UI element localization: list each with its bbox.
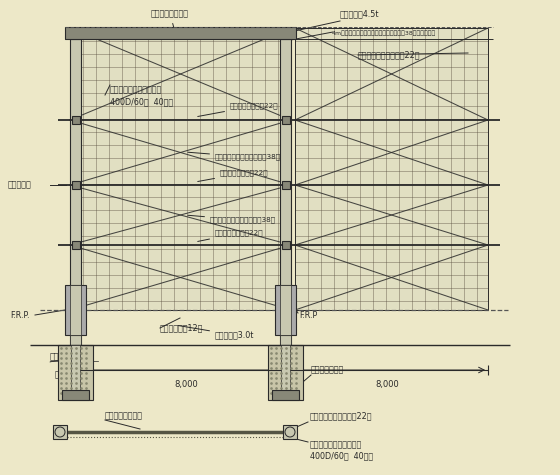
Bar <box>53 425 67 439</box>
Text: ネット（ポリエチレン）
400D/60本  40㎏目: ネット（ポリエチレン） 400D/60本 40㎏目 <box>310 440 373 461</box>
Text: 主柱ボール: 主柱ボール <box>8 180 32 190</box>
Text: F.R.P: F.R.P <box>299 311 318 320</box>
Bar <box>280 285 291 335</box>
Bar <box>282 181 290 189</box>
Bar <box>268 345 303 400</box>
Text: ブレースメッセンワイヤー38㎏: ブレースメッセンワイヤー38㎏ <box>188 152 281 160</box>
Text: ジョイントビーム: ジョイントビーム <box>105 411 143 420</box>
Text: バンド金具3.0t: バンド金具3.0t <box>178 325 254 340</box>
Circle shape <box>285 427 295 437</box>
Text: ネット（ポリエチレン）
400D/60本  40㎏目: ネット（ポリエチレン） 400D/60本 40㎏目 <box>110 85 173 106</box>
Bar <box>295 28 488 310</box>
Text: コンクリート: コンクリート <box>50 352 78 361</box>
Bar <box>275 285 296 335</box>
Bar <box>70 39 81 345</box>
Text: 砂石: 砂石 <box>55 370 64 380</box>
Bar <box>70 285 81 335</box>
Bar <box>280 335 291 345</box>
Text: 4mポリロープにて上部メッセンワイヤー38㎏に巻き付け: 4mポリロープにて上部メッセンワイヤー38㎏に巻き付け <box>332 30 436 36</box>
Bar <box>71 345 80 400</box>
Bar <box>62 390 89 400</box>
Text: 8,000: 8,000 <box>174 380 198 389</box>
Bar <box>72 241 80 249</box>
Bar <box>72 116 80 124</box>
Bar <box>58 345 93 400</box>
Bar <box>282 241 290 249</box>
Text: 筋達メッセンワイヤー22㎏: 筋達メッセンワイヤー22㎏ <box>358 50 421 59</box>
Circle shape <box>55 427 65 437</box>
Text: メッセンワイヤー22㎏: メッセンワイヤー22㎏ <box>198 103 279 116</box>
Text: メッセンワイヤー22㎏: メッセンワイヤー22㎏ <box>198 170 269 181</box>
Bar <box>282 116 290 124</box>
Bar <box>65 285 86 335</box>
Text: タンバックル12㎏: タンバックル12㎏ <box>160 323 203 332</box>
Text: メッセンワイヤー22㎏: メッセンワイヤー22㎏ <box>198 230 264 241</box>
Bar <box>72 181 80 189</box>
Text: バンド金具4.5t: バンド金具4.5t <box>340 9 380 18</box>
Text: ブレースメッセンワイヤー38㎏: ブレースメッセンワイヤー38㎏ <box>188 215 276 223</box>
Bar <box>283 425 297 439</box>
Bar <box>70 335 81 345</box>
Bar <box>280 39 291 345</box>
Bar <box>272 390 299 400</box>
Text: ベースプレート: ベースプレート <box>311 365 344 374</box>
Bar <box>281 345 290 400</box>
Text: ジョイントビーム: ジョイントビーム <box>151 9 189 29</box>
Text: 筋達メッセンワイヤー22㎏: 筋達メッセンワイヤー22㎏ <box>310 411 372 420</box>
Bar <box>70 28 280 310</box>
Bar <box>65 27 296 39</box>
Text: 8,000: 8,000 <box>375 380 399 389</box>
Text: F.R.P.: F.R.P. <box>10 311 30 320</box>
